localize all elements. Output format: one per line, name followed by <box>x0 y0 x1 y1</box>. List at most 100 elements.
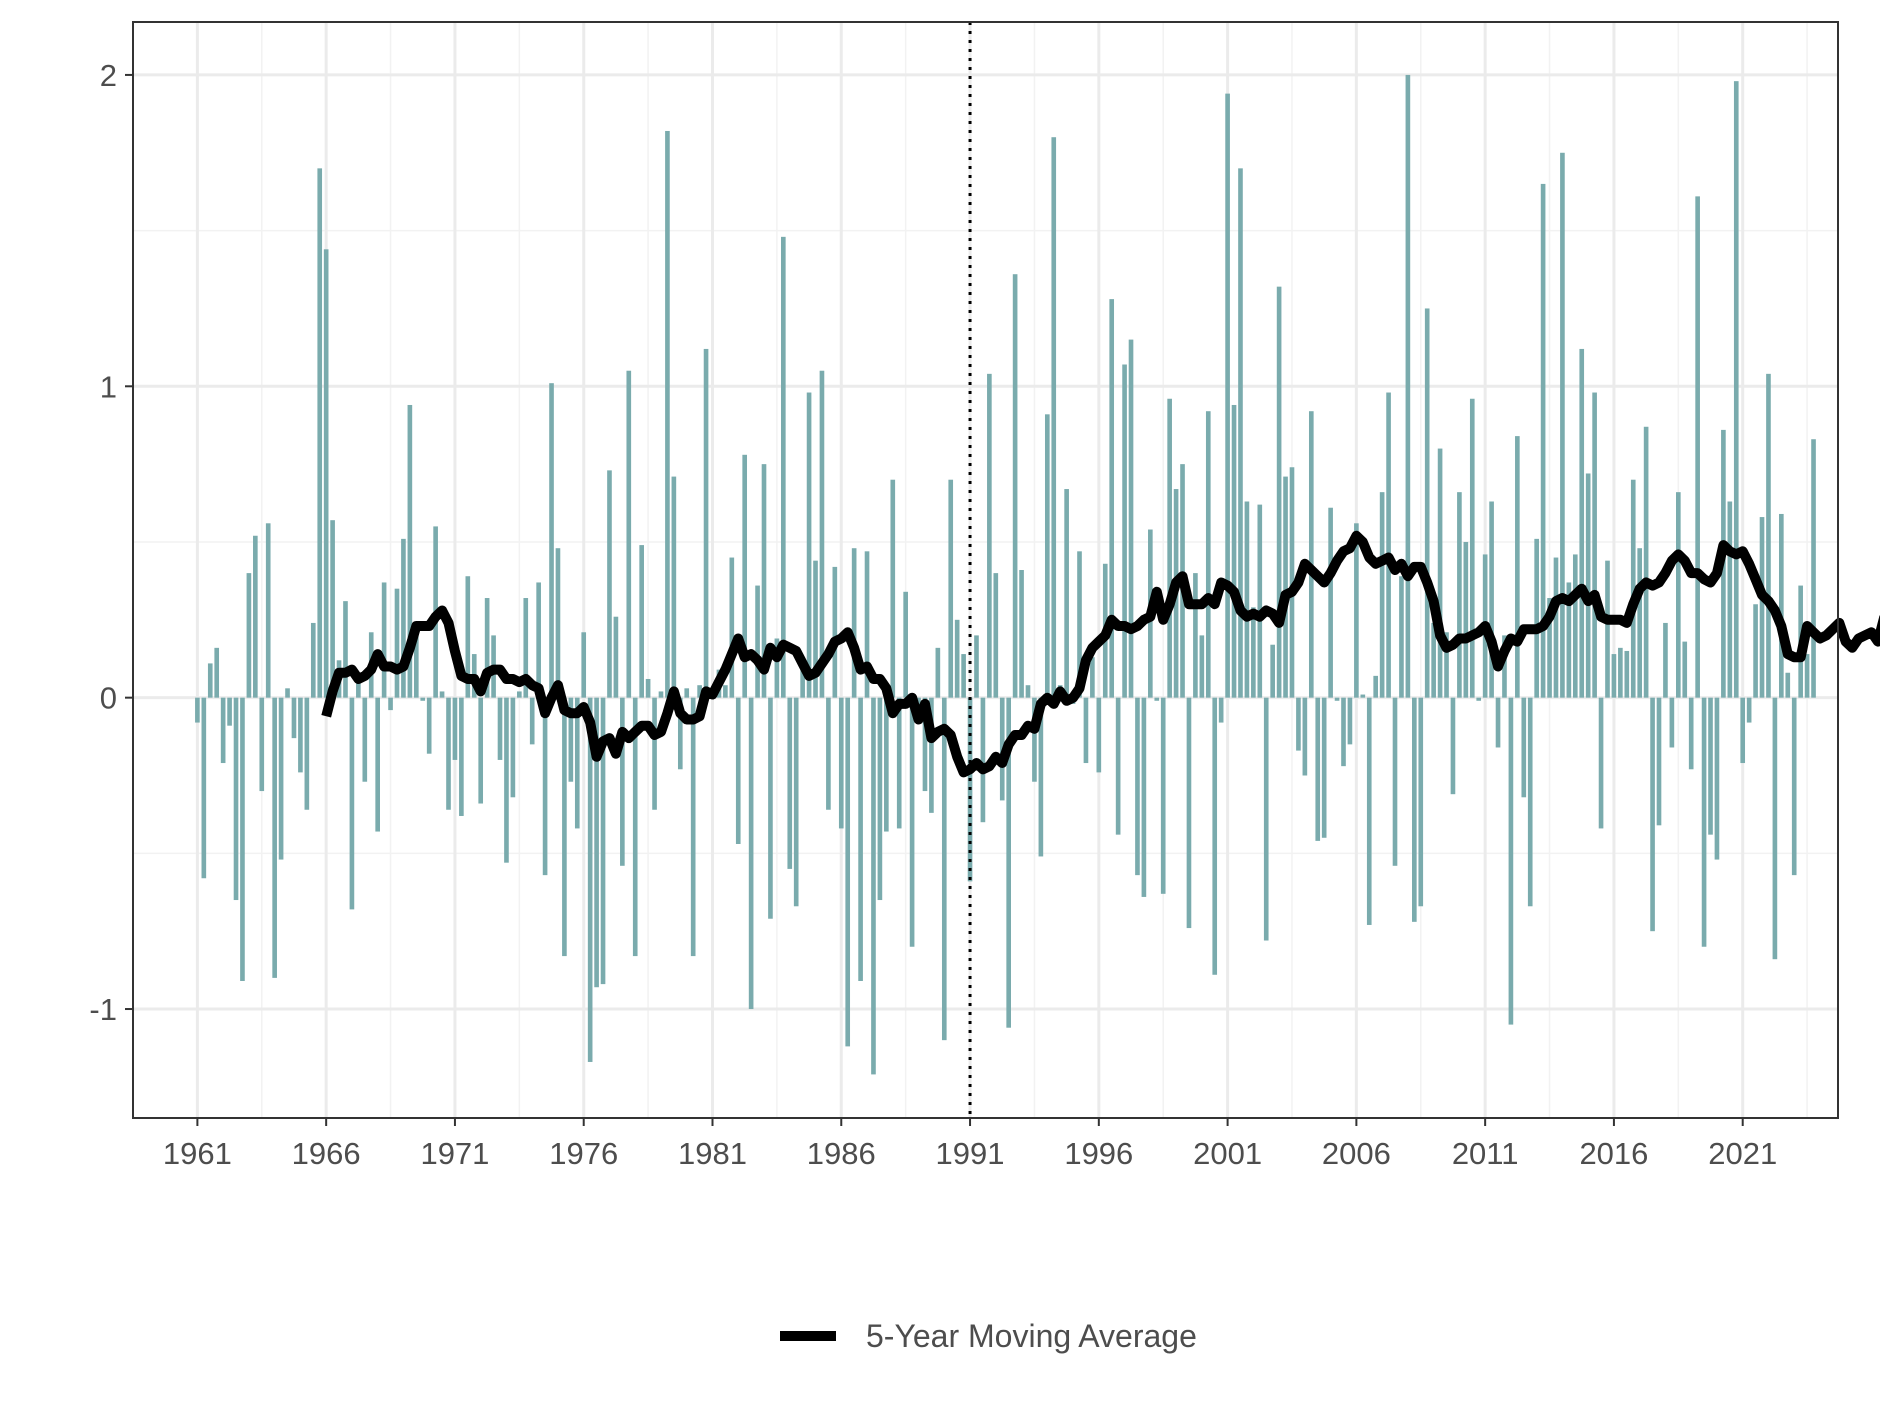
bar <box>729 557 735 698</box>
bar <box>935 647 941 698</box>
bar <box>1341 697 1346 767</box>
x-tick-label: 1981 <box>678 1136 747 1171</box>
bar <box>330 520 335 698</box>
moving-average-line <box>321 530 1880 778</box>
bar <box>1650 697 1655 932</box>
bar <box>742 454 748 698</box>
bar <box>665 130 670 698</box>
bar <box>813 560 818 698</box>
bar <box>896 697 902 829</box>
bar <box>1437 448 1443 698</box>
bar <box>542 697 548 876</box>
bar <box>246 573 252 698</box>
axes: -1 0 1 2 1961 1966 1971 1976 1981 1986 1991 1996 200… <box>89 58 1777 1171</box>
bar <box>677 697 683 770</box>
bar <box>291 697 297 739</box>
bar <box>1186 697 1192 929</box>
bar <box>1527 697 1533 907</box>
bar <box>1418 697 1424 907</box>
bar <box>1457 492 1462 698</box>
bar <box>1154 697 1160 701</box>
bar <box>1566 582 1572 698</box>
bar <box>974 635 979 698</box>
bar <box>1283 476 1288 698</box>
bar <box>1025 685 1031 698</box>
bar <box>671 476 677 698</box>
bar <box>523 598 529 698</box>
bar <box>832 566 838 698</box>
bar <box>1663 622 1668 698</box>
bar <box>1727 501 1733 698</box>
bar <box>413 626 419 698</box>
legend: 5-Year Moving Average <box>780 1318 1197 1354</box>
bar <box>1366 697 1372 925</box>
bar <box>446 697 451 810</box>
bar <box>1360 694 1366 698</box>
bar <box>420 697 426 701</box>
bar <box>626 370 632 698</box>
bar <box>1115 697 1121 835</box>
bar <box>1263 697 1269 941</box>
bar <box>233 697 239 901</box>
bar <box>1096 697 1102 773</box>
bar <box>1669 697 1675 748</box>
bar <box>1276 286 1282 698</box>
bar <box>356 682 361 698</box>
y-tick-label: -1 <box>89 992 117 1027</box>
bar <box>253 535 258 698</box>
bar <box>1572 554 1578 698</box>
bar <box>562 697 567 957</box>
bar <box>1746 697 1752 723</box>
bar <box>1585 473 1591 698</box>
bar <box>1431 622 1436 698</box>
bar <box>838 697 844 829</box>
bar <box>1476 697 1482 701</box>
bar <box>1302 697 1308 776</box>
bar <box>272 697 277 978</box>
bar <box>1772 697 1778 960</box>
x-tick-label: 2006 <box>1322 1136 1391 1171</box>
bar <box>1656 697 1662 826</box>
bar <box>1193 573 1198 698</box>
bar <box>755 585 760 698</box>
bar <box>1257 504 1263 698</box>
panel-border <box>132 21 1839 1119</box>
bar <box>1791 697 1797 876</box>
bar <box>871 697 876 1075</box>
bar <box>1592 392 1597 698</box>
bar <box>1109 299 1115 698</box>
x-tick-label: 2001 <box>1193 1136 1262 1171</box>
bar <box>517 691 522 698</box>
bar <box>1560 152 1565 698</box>
y-tick-label: 0 <box>100 681 117 716</box>
bar <box>613 616 619 698</box>
x-tick-label: 2016 <box>1579 1136 1648 1171</box>
bar <box>504 697 509 863</box>
bar <box>1469 398 1475 698</box>
bar <box>1019 570 1024 698</box>
bar <box>1128 339 1134 698</box>
bar <box>890 479 896 698</box>
bar <box>220 697 226 764</box>
bar <box>1733 81 1739 698</box>
bar <box>510 697 516 798</box>
x-tick-label: 1971 <box>420 1136 489 1171</box>
bar <box>594 697 599 988</box>
bar <box>375 697 380 832</box>
bar <box>1392 697 1398 866</box>
bar <box>1624 650 1630 698</box>
bar <box>529 697 535 745</box>
bar <box>877 697 883 901</box>
bar <box>1379 492 1385 698</box>
bar <box>1289 467 1295 698</box>
bar <box>568 697 574 782</box>
bar <box>478 697 484 804</box>
bar <box>922 697 928 792</box>
bar <box>1618 647 1623 698</box>
bar <box>1251 607 1256 698</box>
bar <box>845 697 851 1047</box>
bar <box>806 392 812 698</box>
bar <box>819 370 825 698</box>
x-tick-label: 1991 <box>936 1136 1005 1171</box>
